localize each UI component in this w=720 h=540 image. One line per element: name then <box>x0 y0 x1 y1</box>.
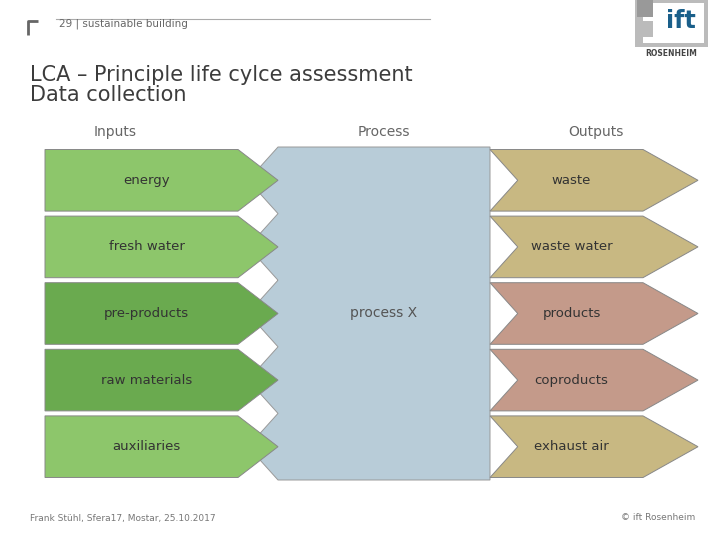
Bar <box>635 0 708 47</box>
Text: 29 | sustainable building: 29 | sustainable building <box>59 19 188 29</box>
Polygon shape <box>490 150 698 211</box>
Text: Process: Process <box>358 125 410 139</box>
Text: Inputs: Inputs <box>94 125 137 139</box>
Text: products: products <box>542 307 600 320</box>
Text: energy: energy <box>123 174 170 187</box>
Text: Outputs: Outputs <box>568 125 624 139</box>
Text: pre-products: pre-products <box>104 307 189 320</box>
Polygon shape <box>45 150 278 211</box>
Bar <box>637 21 653 37</box>
Text: ift: ift <box>666 9 696 33</box>
Text: exhaust air: exhaust air <box>534 440 609 453</box>
Text: ROSENHEIM: ROSENHEIM <box>645 50 697 58</box>
Text: waste: waste <box>552 174 591 187</box>
Text: auxiliaries: auxiliaries <box>112 440 181 453</box>
Polygon shape <box>45 283 278 345</box>
Text: raw materials: raw materials <box>101 374 192 387</box>
Bar <box>637 0 653 17</box>
Text: coproducts: coproducts <box>534 374 608 387</box>
Polygon shape <box>490 416 698 477</box>
Text: © ift Rosenheim: © ift Rosenheim <box>621 514 695 523</box>
Polygon shape <box>490 283 698 345</box>
Polygon shape <box>45 416 278 477</box>
Text: Frank Stühl, Sfera17, Mostar, 25.10.2017: Frank Stühl, Sfera17, Mostar, 25.10.2017 <box>30 514 215 523</box>
Polygon shape <box>248 147 490 480</box>
Text: Data collection: Data collection <box>30 85 186 105</box>
Text: LCA – Principle life cylce assessment: LCA – Principle life cylce assessment <box>30 65 413 85</box>
Polygon shape <box>490 216 698 278</box>
Text: waste water: waste water <box>531 240 612 253</box>
Bar <box>643 3 704 43</box>
Text: fresh water: fresh water <box>109 240 184 253</box>
Polygon shape <box>45 349 278 411</box>
Polygon shape <box>45 216 278 278</box>
Polygon shape <box>490 349 698 411</box>
Text: process X: process X <box>351 307 418 321</box>
